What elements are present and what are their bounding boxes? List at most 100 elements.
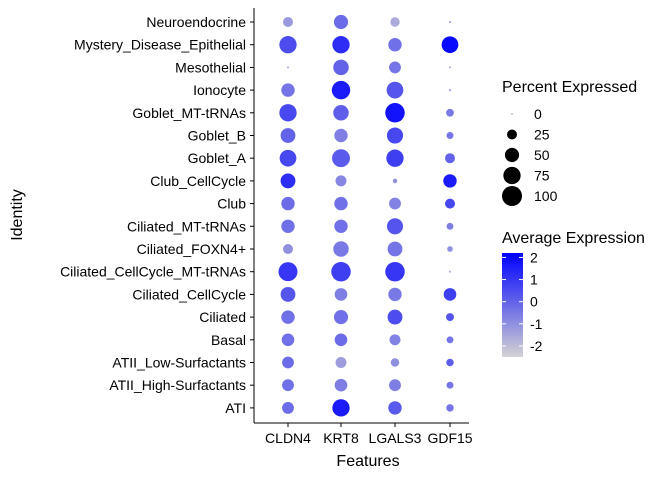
dot-lgals3-goblet-mt-trnas (385, 103, 405, 123)
dot-lgals3-ionocyte (386, 81, 404, 99)
size-legend-dot (502, 186, 522, 206)
dot-krt8-ciliated-cellcycle-mt-trnas (331, 261, 351, 282)
dot-gdf15-neuroendocrine (449, 21, 451, 23)
dot-gdf15-mesothelial (449, 66, 451, 69)
y-tick-label: Club_CellCycle (150, 173, 246, 189)
dot-cldn4-ciliated (281, 310, 295, 324)
dot-krt8-ati (332, 399, 350, 417)
dot-gdf15-goblet-a (445, 153, 455, 164)
axes (253, 8, 469, 424)
dot-cldn4-basal (281, 333, 295, 347)
y-tick-label: Club (217, 196, 246, 212)
size-legend-title: Percent Expressed (502, 79, 637, 96)
dot-cldn4-mesothelial (287, 66, 289, 69)
dot-lgals3-mesothelial (389, 61, 401, 74)
dot-cldn4-ciliated-cellcycle (280, 286, 296, 302)
dot-krt8-club-cellcycle (335, 175, 347, 187)
dot-krt8-goblet-mt-trnas (333, 105, 349, 121)
y-tick-label: Mystery_Disease_Epithelial (74, 37, 246, 53)
dot-cldn4-club-cellcycle (280, 173, 296, 189)
dot-gdf15-atii-high-surfactants (446, 381, 454, 389)
dot-krt8-goblet-a (332, 149, 350, 168)
dot-cldn4-neuroendocrine (283, 17, 293, 27)
color-legend-label: 2 (530, 249, 538, 265)
y-tick-label: Goblet_MT-tRNAs (132, 105, 246, 121)
y-tick-label: Ionocyte (193, 82, 246, 98)
y-tick-label: Basal (211, 332, 246, 348)
dot-gdf15-goblet-b (446, 132, 454, 139)
color-legend-label: -1 (530, 316, 543, 332)
size-legend-label: 100 (534, 188, 558, 204)
dot-gdf15-basal (446, 336, 454, 344)
dot-krt8-goblet-b (334, 128, 348, 143)
dot-gdf15-club-cellcycle (443, 174, 457, 188)
size-legend-dot (503, 166, 521, 185)
dot-krt8-club (334, 196, 348, 211)
dot-gdf15-ciliated (446, 313, 454, 322)
dot-cldn4-ionocyte (281, 83, 295, 97)
dot-lgals3-ciliated (387, 309, 403, 325)
dot-cldn4-ciliated-foxn4- (283, 244, 293, 254)
size-legend-label: 75 (534, 168, 550, 184)
dot-gdf15-mystery-disease-epithelial (441, 36, 459, 54)
x-ticks: CLDN4 KRT8 LGALS3 GDF15 (265, 423, 473, 446)
dot-lgals3-atii-high-surfactants (389, 379, 401, 392)
dot-krt8-basal (334, 333, 348, 347)
size-legend-dot (511, 113, 513, 115)
dot-lgals3-atii-low-surfactants (390, 358, 400, 367)
y-tick-label: ATI (225, 400, 246, 416)
color-legend-label: 0 (530, 294, 538, 310)
color-bar (502, 253, 523, 357)
dot-lgals3-neuroendocrine (390, 17, 400, 27)
dot-krt8-ciliated-mt-trnas (334, 219, 348, 234)
x-tick-label: GDF15 (427, 430, 472, 446)
y-tick-label: Ciliated_MT-tRNAs (127, 218, 246, 234)
y-tick-label: Goblet_B (188, 128, 246, 144)
dot-gdf15-ionocyte (449, 89, 451, 92)
y-tick-label: Mesothelial (175, 59, 246, 75)
dot-cldn4-ciliated-cellcycle-mt-trnas (278, 262, 298, 282)
dot-cldn4-goblet-mt-trnas (279, 104, 297, 122)
y-tick-label: Neuroendocrine (146, 14, 246, 30)
dot-gdf15-ati (446, 404, 454, 412)
dot-cldn4-ati (282, 401, 294, 414)
dot-krt8-mesothelial (333, 59, 349, 76)
y-tick-label: Ciliated (199, 309, 246, 325)
dots (278, 14, 459, 417)
y-tick-label: Ciliated_CellCycle (132, 286, 246, 302)
dot-cldn4-atii-high-surfactants (282, 379, 294, 392)
dot-lgals3-ciliated-mt-trnas (386, 218, 404, 235)
y-axis-title: Identity (9, 189, 26, 241)
dot-krt8-ciliated (333, 310, 349, 325)
dot-lgals3-ati (388, 401, 402, 415)
dot-krt8-atii-low-surfactants (335, 357, 347, 368)
dot-lgals3-mystery-disease-epithelial (388, 37, 402, 52)
color-legend: Average Expression 2 1 0 -1 -2 (502, 230, 645, 357)
color-legend-label: -2 (530, 338, 543, 354)
dot-gdf15-ciliated-cellcycle (443, 288, 457, 301)
size-legend-dot (507, 129, 517, 140)
dot-krt8-ciliated-foxn4- (333, 241, 349, 257)
dot-gdf15-goblet-mt-trnas (446, 108, 454, 117)
x-tick-label: KRT8 (323, 430, 359, 446)
dot-lgals3-ciliated-cellcycle (388, 287, 402, 302)
dot-gdf15-ciliated-foxn4- (447, 246, 453, 252)
size-legend-label: 50 (534, 147, 550, 163)
dot-krt8-ciliated-cellcycle (334, 288, 348, 301)
dot-krt8-mystery-disease-epithelial (332, 36, 350, 54)
dot-lgals3-goblet-a (386, 149, 404, 167)
dot-krt8-ionocyte (331, 80, 351, 100)
dot-lgals3-ciliated-foxn4- (387, 241, 403, 257)
dot-lgals3-ciliated-cellcycle-mt-trnas (385, 261, 405, 282)
dot-cldn4-atii-low-surfactants (282, 356, 294, 369)
dot-gdf15-ciliated-mt-trnas (446, 222, 454, 230)
dot-cldn4-goblet-b (280, 128, 296, 143)
dot-cldn4-goblet-a (279, 149, 297, 167)
dot-gdf15-ciliated-cellcycle-mt-trnas (449, 270, 451, 273)
y-tick-label: Ciliated_CellCycle_MT-tRNAs (60, 264, 246, 280)
dot-krt8-neuroendocrine (333, 14, 349, 30)
x-tick-label: CLDN4 (265, 430, 311, 446)
dot-lgals3-basal (389, 334, 401, 346)
